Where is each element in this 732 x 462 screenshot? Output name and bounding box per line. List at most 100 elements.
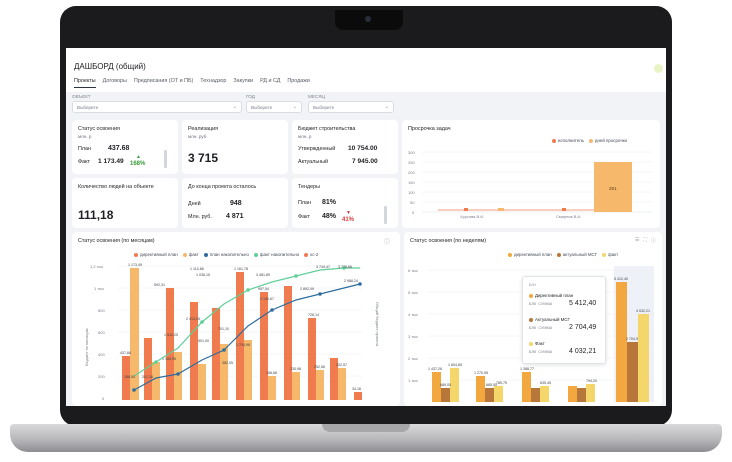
bar[interactable] [236,272,244,400]
object-select[interactable]: Выберите ⌄ [72,101,242,113]
bar[interactable] [485,388,494,402]
line-point[interactable] [358,282,362,286]
tooltip-tag: БЛК [529,326,537,330]
bar[interactable] [540,386,549,402]
bar[interactable] [260,292,268,400]
legend-item[interactable]: актуальный МСГ [556,252,597,257]
bar[interactable] [198,364,206,400]
kpi-tenders-fact-value: 48% [322,213,337,220]
tooltip-series-label: Факт [535,341,545,346]
line-point[interactable] [318,292,322,296]
legend-item[interactable]: факт [182,252,199,257]
tab-docs[interactable]: РД и СД [260,78,281,84]
menu-icon[interactable]: ☰ [634,237,640,243]
data-label: 437,68 [120,351,131,355]
y-tick: 5 тыс [408,290,418,295]
bar[interactable] [498,208,504,211]
year-select[interactable]: Выберите ⌄ [246,101,302,113]
bar[interactable] [616,282,627,402]
monthly-chart: 1,2 тыс 1 тыс 800 600 400 200 0 Бюджет п… [84,263,380,401]
bar[interactable] [122,356,130,400]
line-point[interactable] [294,274,298,278]
data-label: 785,75 [496,381,507,385]
y-tick: 100 [408,190,415,195]
bar[interactable] [568,386,577,402]
bar[interactable] [476,376,485,402]
line-point[interactable] [270,308,274,312]
expand-icon[interactable]: ⛶ [643,237,647,243]
legend-dot [602,252,607,257]
legend-item[interactable]: исполнитель [552,138,584,143]
bar[interactable] [244,340,252,400]
y-tick: 1 тыс [408,378,418,383]
legend-item[interactable]: кс-2 [304,252,318,257]
bar[interactable] [190,302,198,400]
data-label: 2 704,9 [626,337,638,341]
bar[interactable] [292,372,300,400]
legend-item[interactable]: директивный план [508,252,552,257]
tab-orders[interactable]: Предписания (ОТ и ПБ) [133,78,194,84]
line-point[interactable] [342,266,346,270]
bar[interactable] [464,208,468,211]
tab-purchases[interactable]: Закупки [233,78,254,84]
bar[interactable] [494,386,503,402]
line-point[interactable] [246,288,250,292]
bar[interactable] [562,208,566,211]
data-label: 1 437,26 [428,367,442,371]
overdue-chart: 300 250 200 150 100 50 0 251 Хрусова В.И… [408,150,652,219]
line-point[interactable] [176,372,180,376]
bar[interactable] [130,268,139,400]
legend-item[interactable]: директивный план [134,252,178,257]
bar[interactable] [284,286,292,400]
bar[interactable] [627,342,638,402]
weekly-legend: директивный план актуальный МСГ факт [508,252,623,257]
bar[interactable] [594,162,632,212]
legend-item[interactable]: факт [602,252,618,257]
bar[interactable] [354,392,362,400]
bar[interactable] [522,372,531,402]
bar[interactable] [174,352,182,400]
line-point[interactable] [132,388,136,392]
info-icon[interactable]: ⓘ [650,238,656,244]
legend-item[interactable]: план накопительно [203,252,249,257]
bar[interactable] [330,358,338,400]
tab-tech-supervision[interactable]: Технадзор [200,78,227,84]
bar[interactable] [586,384,595,402]
kpi-budget-actual-label: Актуальный [298,159,328,165]
top-bar: ДАШБОРД (общий) Проекты Договоры Предпис… [66,48,666,92]
legend-dot [556,252,561,257]
line-point[interactable] [200,320,204,324]
bar[interactable] [268,376,276,400]
overdue-tasks-card: Просрочка задач исполнитель дней просроч… [402,120,660,228]
bar[interactable] [441,388,450,402]
tooltip-value: 2 704,49 [569,324,597,331]
line-point[interactable] [222,348,226,352]
bar[interactable] [220,344,228,400]
bar[interactable] [152,362,160,400]
user-avatar-icon[interactable] [654,64,663,73]
kpi-realized-title: Реализация [188,126,218,132]
bar[interactable] [531,388,540,402]
legend-item[interactable]: дней просрочки [588,138,627,143]
tab-sales[interactable]: Продажи [287,78,310,84]
month-select[interactable]: Выберите ⌄ [308,101,394,113]
chevron-down-icon: ⌄ [232,104,237,110]
kpi-tenders-plan-label: План [298,200,311,206]
line-point[interactable] [154,360,158,364]
chart-tooltip: Б/Н Директивный план БЛК СУММА 5 412,40 … [522,276,606,364]
info-icon[interactable]: ⓘ [383,240,390,246]
data-label: 1 110,86 [190,267,204,271]
bar[interactable] [450,368,459,402]
bar[interactable] [308,318,316,400]
bar[interactable] [577,388,586,402]
bar[interactable] [166,288,174,400]
tab-projects[interactable]: Проекты [74,78,96,88]
bar[interactable] [638,314,649,402]
bar[interactable] [432,372,441,402]
y-tick: 300 [408,150,415,155]
bar[interactable] [338,368,346,400]
bar[interactable] [316,370,324,400]
tab-contracts[interactable]: Договоры [102,78,127,84]
bar[interactable] [144,338,152,400]
legend-item[interactable]: факт накопительно [253,252,299,257]
